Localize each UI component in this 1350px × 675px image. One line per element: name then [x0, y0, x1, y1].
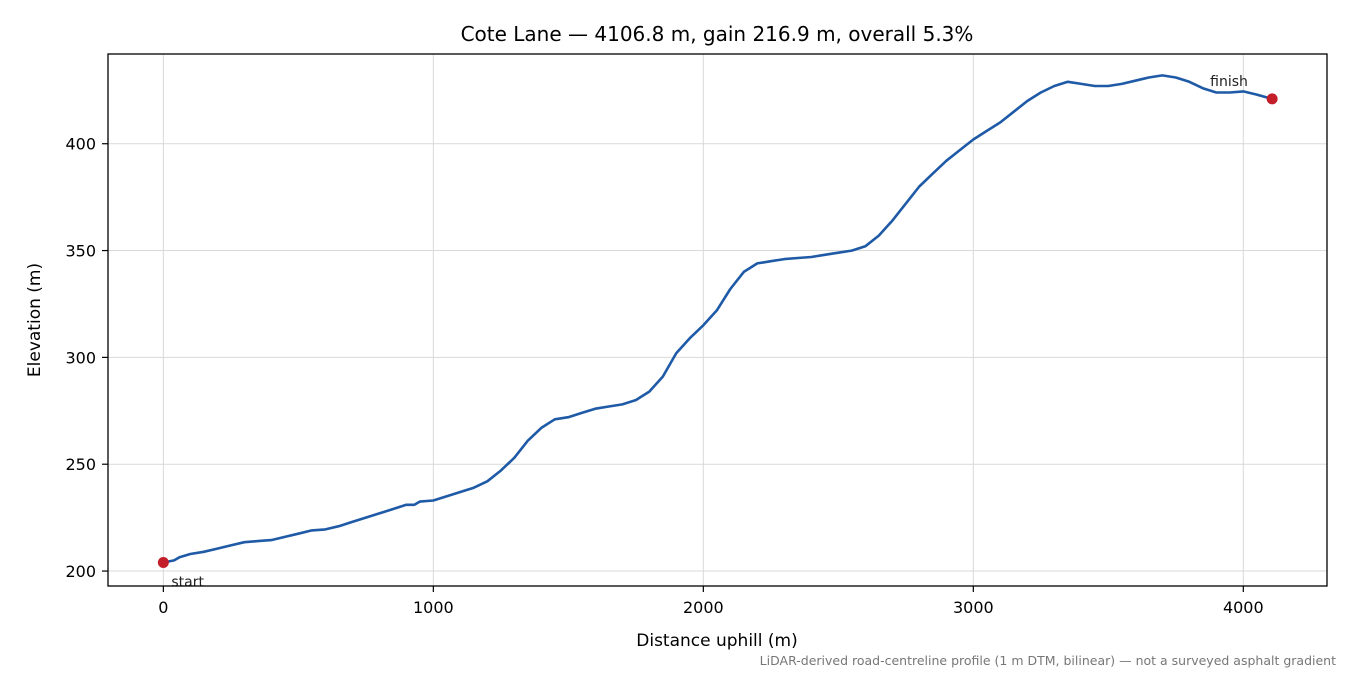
start-marker: [157, 556, 169, 568]
x-tick-label: 1000: [413, 598, 454, 617]
y-tick-label: 200: [65, 562, 96, 581]
chart-title: Cote Lane — 4106.8 m, gain 216.9 m, over…: [461, 22, 974, 46]
y-tick-label: 400: [65, 135, 96, 154]
series-layer: start finish: [157, 74, 1278, 590]
elevation-line: [162, 74, 1274, 564]
x-tick-label: 3000: [953, 598, 994, 617]
finish-marker: [1266, 93, 1278, 105]
x-tick-label: 2000: [683, 598, 724, 617]
y-tick-label: 350: [65, 242, 96, 261]
gridlines: [108, 54, 1327, 586]
y-axis-label: Elevation (m): [25, 263, 45, 377]
y-tick-label: 250: [65, 455, 96, 474]
plot-frame: [107, 53, 1328, 587]
x-tick-label: 0: [158, 598, 168, 617]
x-axis-label: Distance uphill (m): [636, 631, 797, 651]
footnote: LiDAR-derived road-centreline profile (1…: [760, 653, 1336, 668]
y-tick-label: 300: [65, 348, 96, 367]
start-label: start: [171, 574, 204, 590]
x-tick-label: 4000: [1223, 598, 1264, 617]
axis-ticks: 0 1000 2000 3000 4000 200 250 300 350 400: [65, 135, 1263, 617]
finish-label: finish: [1210, 74, 1248, 90]
